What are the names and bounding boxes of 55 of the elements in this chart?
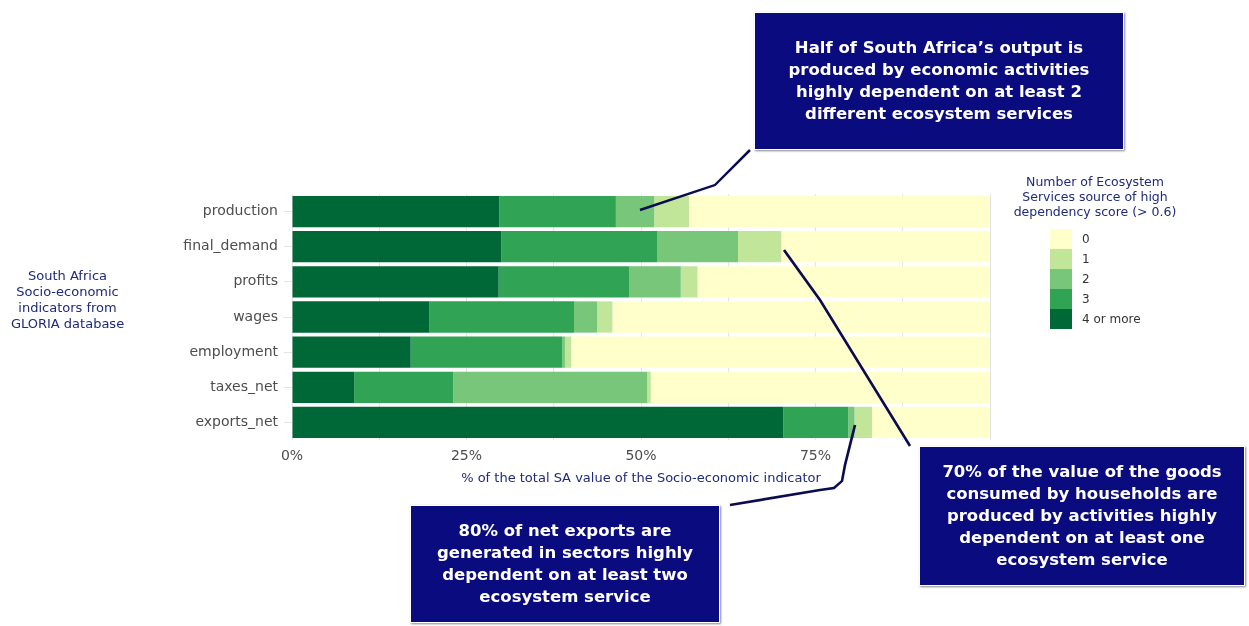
bar xyxy=(650,371,990,403)
bar xyxy=(597,301,613,333)
bar xyxy=(783,406,849,439)
bar xyxy=(453,371,648,403)
legend-title: Number of Ecosystem Services source of high dependency score (> 0.6) xyxy=(1012,174,1178,219)
bar xyxy=(292,301,430,333)
bar xyxy=(292,195,500,228)
bar xyxy=(781,231,990,263)
bar xyxy=(501,231,658,263)
bar xyxy=(854,406,873,439)
bar xyxy=(573,301,598,333)
bar xyxy=(499,195,616,228)
bar xyxy=(564,336,572,368)
bar xyxy=(498,266,630,298)
bar xyxy=(615,195,655,228)
y-axis-title: South Africa Socio-economic indicators from GLORIA database xyxy=(10,268,125,332)
bar xyxy=(292,371,355,403)
bar xyxy=(292,406,784,439)
y-tick-label: production xyxy=(202,202,278,219)
x-tick-label: 25% xyxy=(450,447,483,464)
y-tick-label: employment xyxy=(189,342,279,359)
text: 70% of the value of the goods consumed by households are produced by activities highly dependent on at least one ecosystem service xyxy=(919,446,1245,586)
bar xyxy=(680,266,698,298)
bar xyxy=(429,301,574,333)
bar xyxy=(647,371,651,403)
bar xyxy=(354,371,454,403)
bar xyxy=(657,231,739,263)
legend-label: 3 xyxy=(1082,292,1090,306)
legend-label: 2 xyxy=(1082,272,1090,286)
bar xyxy=(612,301,990,333)
text: Half of South Africa’s output is produced by economic activities highly dependent on at least 2 different ecosystem services xyxy=(754,12,1124,150)
bar xyxy=(629,266,681,298)
bar xyxy=(292,336,411,368)
x-tick-label: 75% xyxy=(799,447,832,464)
legend-label: 4 or more xyxy=(1082,312,1141,326)
text: 80% of net exports are generated in sectors highly dependent on at least two ecosystem service xyxy=(410,505,720,623)
bar xyxy=(571,336,990,368)
x-axis-title: % of the total SA value of the Socio-economic indicator xyxy=(461,469,822,485)
y-tick-label: taxes_net xyxy=(210,377,279,394)
y-tick-label: profits xyxy=(233,272,278,289)
y-tick-label: exports_net xyxy=(195,413,279,430)
bar xyxy=(410,336,563,368)
y-tick-label: final_demand xyxy=(183,237,278,254)
bar xyxy=(872,406,990,439)
bar xyxy=(292,231,502,263)
bar xyxy=(654,195,690,228)
x-tick-label: 50% xyxy=(625,447,657,464)
bar xyxy=(697,266,990,298)
legend-label: 0 xyxy=(1082,232,1090,246)
y-tick-label: wages xyxy=(233,307,278,324)
legend-label: 1 xyxy=(1082,252,1090,266)
bar xyxy=(292,266,499,298)
bar xyxy=(562,336,565,368)
x-tick-label: 0% xyxy=(280,447,304,464)
bar xyxy=(738,231,782,263)
